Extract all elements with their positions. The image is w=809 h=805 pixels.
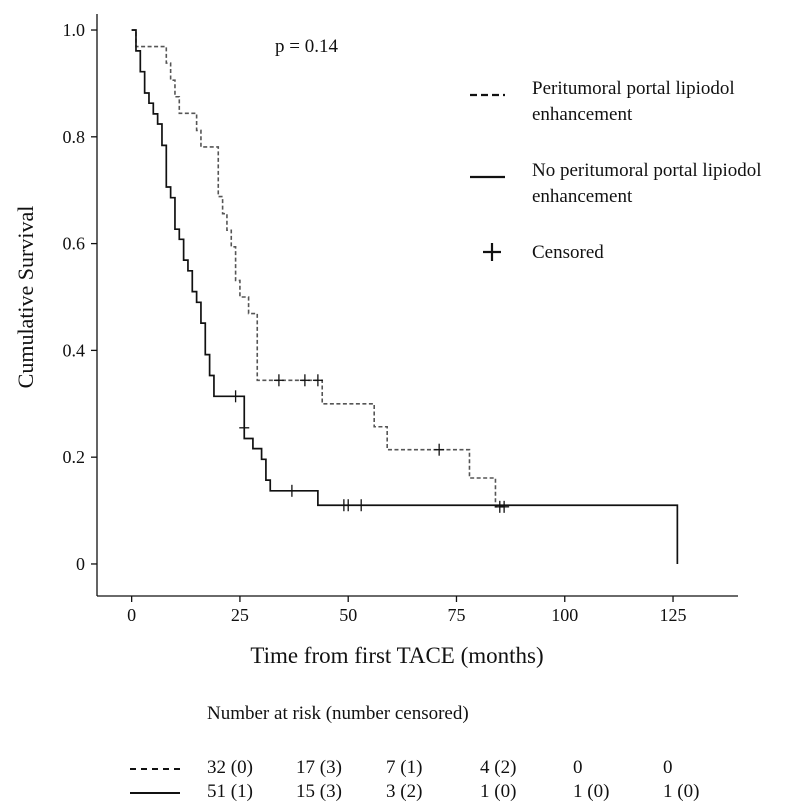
legend-label-1a: Peritumoral portal lipiodol [532, 78, 735, 99]
risk-cell: 0 [663, 757, 673, 778]
risk-cell: 15 (3) [296, 781, 342, 802]
risk-dashed-swatch [130, 768, 180, 770]
legend-label-1b: enhancement [532, 104, 633, 125]
risk-solid-swatch [130, 792, 180, 794]
y-tick-label: 0.2 [63, 447, 86, 467]
risk-cell: 0 [573, 757, 583, 778]
y-axis-label: Cumulative Survival [13, 206, 38, 389]
legend-censored-plus-icon [483, 243, 501, 261]
x-tick-label: 25 [231, 605, 249, 625]
legend-label-2a: No peritumoral portal lipiodol [532, 160, 762, 181]
censor-mark-dashed [312, 374, 323, 387]
risk-row-solid: 51 (1) 15 (3) 3 (2) 1 (0) 1 (0) 1 (0) [0, 781, 809, 803]
x-tick-label: 0 [127, 605, 136, 625]
y-tick-label: 0.4 [63, 340, 86, 360]
x-tick-label: 100 [551, 605, 578, 625]
censor-mark-solid [239, 421, 250, 434]
x-tick-label: 50 [339, 605, 357, 625]
risk-cell: 4 (2) [480, 757, 517, 778]
risk-cell: 51 (1) [207, 781, 253, 802]
legend-label-2b: enhancement [532, 186, 633, 207]
series-layer [131, 29, 679, 564]
censor-mark-solid [356, 499, 367, 512]
y-tick-label: 1.0 [63, 20, 86, 40]
series-solid-line [131, 29, 679, 564]
risk-cell: 17 (3) [296, 757, 342, 778]
risk-cell: 1 (0) [573, 781, 610, 802]
censor-mark-dashed [499, 500, 510, 513]
y-tick-label: 0.8 [63, 127, 86, 147]
axes: 0 0.2 0.4 0.6 0.8 1.0 0 25 50 75 100 125 [63, 14, 738, 625]
y-tick-label: 0.6 [63, 234, 86, 254]
risk-cell: 7 (1) [386, 757, 423, 778]
censor-mark-dashed [434, 443, 445, 456]
x-axis-label: Time from first TACE (months) [250, 643, 543, 668]
legend-label-3: Censored [532, 242, 604, 263]
km-chart: 0 0.2 0.4 0.6 0.8 1.0 0 25 50 75 100 125 Cumulative… [13, 14, 762, 668]
risk-cell: 32 (0) [207, 757, 253, 778]
censor-mark-solid [230, 390, 241, 403]
x-tick-label: 125 [660, 605, 687, 625]
risk-table-title: Number at risk (number censored) [207, 703, 469, 724]
risk-row-dashed: 32 (0) 17 (3) 7 (1) 4 (2) 0 0 [0, 757, 809, 779]
risk-cell: 1 (0) [480, 781, 517, 802]
censor-mark-solid [286, 484, 297, 497]
y-tick-label: 0 [76, 554, 85, 574]
censor-mark-dashed [273, 374, 284, 387]
risk-cell: 3 (2) [386, 781, 423, 802]
legend: Peritumoral portal lipiodol enhancement … [470, 78, 762, 263]
risk-cell: 1 (0) [663, 781, 700, 802]
x-tick-label: 75 [447, 605, 465, 625]
censor-mark-dashed [299, 374, 310, 387]
p-value-annotation: p = 0.14 [275, 36, 338, 57]
censor-mark-solid [343, 499, 354, 512]
series-dashed-line [131, 29, 505, 508]
